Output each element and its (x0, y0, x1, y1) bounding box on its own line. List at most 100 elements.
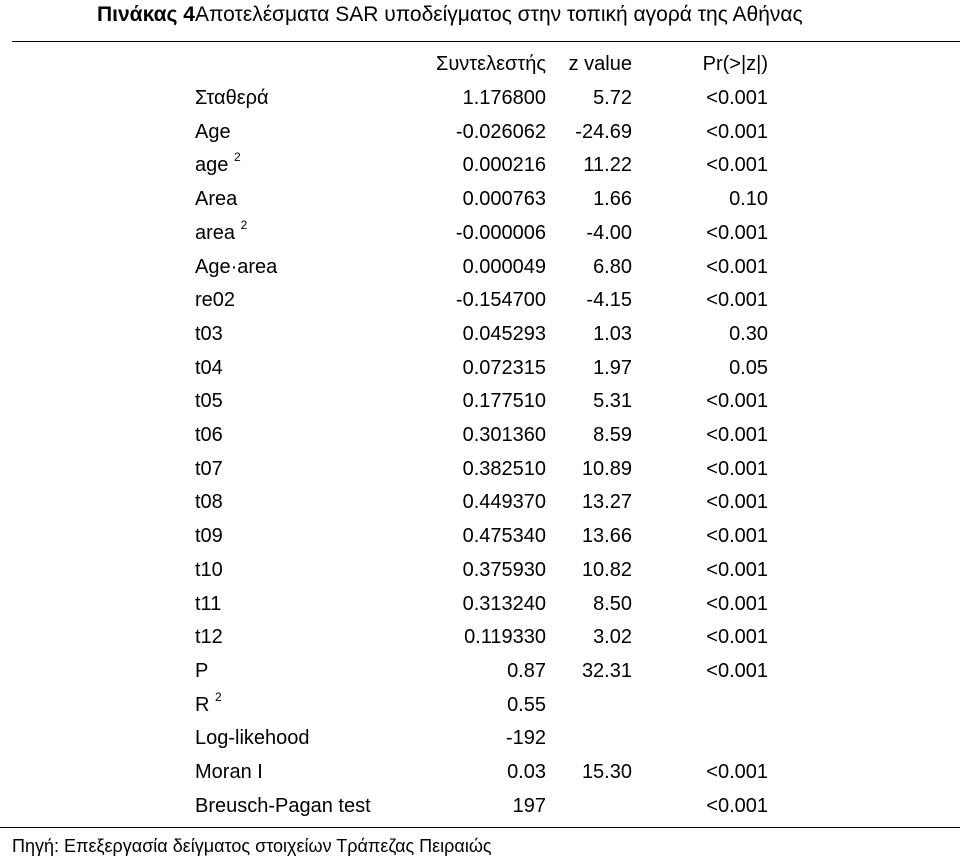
row-label: t04 (195, 351, 223, 385)
coefficient-cell: 0.475340 (462, 525, 546, 548)
header-z-value: z value (568, 53, 632, 75)
table-row: Area 0.000763 1.66 0.10 (0, 182, 960, 216)
row-label: Age·area (195, 250, 277, 284)
coefficient-cell: 0.87 (507, 659, 546, 682)
coefficient-cell: -0.026062 (455, 120, 546, 143)
z-value-cell: 11.22 (583, 154, 632, 177)
table-row: P 0.87 32.31 <0.001 (0, 654, 960, 688)
table-row: Σταθερά 1.176800 5.72 <0.001 (0, 81, 960, 115)
row-label-text: t08 (195, 491, 223, 514)
z-value-cell: -4.00 (586, 221, 632, 244)
table-number: Πινάκας 4 (97, 3, 195, 26)
coefficient-cell: 0.045293 (462, 322, 546, 345)
row-label-text: P (195, 659, 209, 682)
coefficient-cell: 0.119330 (464, 626, 546, 649)
row-label: age 2 (195, 148, 241, 182)
p-value-cell: <0.001 (706, 289, 768, 312)
row-label-text: age (195, 154, 229, 177)
row-label-text: area (195, 221, 236, 244)
p-value-cell: <0.001 (706, 390, 768, 413)
p-value-cell: <0.001 (706, 525, 768, 548)
row-label: t12 (195, 620, 223, 654)
z-value-cell: 8.50 (593, 592, 632, 615)
p-value-cell: <0.001 (706, 761, 768, 783)
row-label-text: Area (195, 188, 238, 211)
table-row: t04 0.072315 1.97 0.05 (0, 351, 960, 385)
coefficient-cell: 0.000049 (462, 255, 546, 278)
bottom-rule (0, 827, 960, 828)
z-value-cell: -24.69 (575, 120, 632, 143)
row-label: t09 (195, 519, 223, 553)
table-row: t11 0.313240 8.50 <0.001 (0, 587, 960, 621)
p-value-cell: <0.001 (706, 120, 768, 143)
table-row: t08 0.449370 13.27 <0.001 (0, 485, 960, 519)
coefficient-cell: 0.313240 (462, 592, 546, 615)
coefficient-cell: 0.449370 (462, 491, 546, 514)
row-label: P (195, 654, 208, 688)
coefficient-cell: -192 (505, 727, 546, 750)
z-value-cell: 5.72 (593, 87, 632, 109)
row-label: t05 (195, 384, 223, 418)
table-row: R 2 0.55 (0, 688, 960, 722)
z-value-cell: 32.31 (581, 659, 632, 682)
p-value-cell: <0.001 (706, 424, 768, 446)
z-value-cell: 13.27 (581, 491, 632, 514)
table-row: Log-likehood -192 (0, 721, 960, 755)
coefficient-cell: 0.072315 (462, 356, 546, 379)
row-label-text: t12 (195, 626, 223, 649)
row-label: Breusch-Pagan test (195, 789, 371, 823)
p-value-cell: <0.001 (706, 794, 768, 817)
p-value-cell: <0.001 (706, 255, 768, 278)
coefficient-cell: 0.382510 (462, 457, 546, 480)
coefficient-cell: 0.375930 (462, 558, 546, 581)
row-label: Age (195, 115, 231, 149)
coefficient-cell: 0.000763 (462, 188, 546, 211)
table-row: area 2 -0.000006 -4.00 <0.001 (0, 216, 960, 250)
table-row: t06 0.301360 8.59 <0.001 (0, 418, 960, 452)
table-row: Age·area 0.000049 6.80 <0.001 (0, 250, 960, 284)
row-label: R 2 (195, 688, 222, 722)
row-label-text: Log-likehood (195, 727, 310, 750)
row-label: t07 (195, 452, 223, 486)
table-row: t03 0.045293 1.03 0.30 (0, 317, 960, 351)
z-value-cell: 10.82 (581, 558, 632, 581)
coefficient-cell: 0.177510 (462, 390, 546, 413)
row-label: Area (195, 182, 237, 216)
row-label-text: t06 (195, 424, 223, 446)
p-value-cell: <0.001 (706, 154, 768, 177)
row-label-text: t10 (195, 558, 223, 581)
header-coef: Συντελεστής (435, 53, 546, 75)
source-note: Πηγή: Επεξεργασία δείγματος στοιχείων Τρ… (12, 836, 492, 856)
z-value-cell: 3.02 (593, 626, 632, 649)
row-label-text: t07 (195, 457, 223, 480)
p-value-cell: <0.001 (706, 659, 768, 682)
coefficient-cell: 0.03 (507, 761, 546, 783)
table-row: t09 0.475340 13.66 <0.001 (0, 519, 960, 553)
row-label-text: Breusch-Pagan test (195, 794, 371, 817)
p-value-cell: <0.001 (706, 87, 768, 109)
table-row: t07 0.382510 10.89 <0.001 (0, 452, 960, 486)
p-value-cell: <0.001 (706, 221, 768, 244)
table-caption: Αποτελέσματα SAR υποδείγματος στην τοπικ… (194, 3, 803, 26)
row-label-text: Moran I (195, 761, 263, 783)
table-row: t12 0.119330 3.02 <0.001 (0, 620, 960, 654)
header-row: Συντελεστής z value Pr(>|z|) (0, 47, 960, 81)
row-label: t06 (195, 418, 223, 452)
row-label-text: t04 (195, 356, 223, 379)
row-label-text: t05 (195, 390, 223, 413)
p-value-cell: <0.001 (706, 491, 768, 514)
z-value-cell: 5.31 (593, 390, 632, 413)
row-label: t11 (195, 587, 221, 621)
row-label: Moran I (195, 755, 263, 789)
row-label: t10 (195, 553, 223, 587)
table-title: Πινάκας 4Αποτελέσματα SAR υποδείγματος σ… (97, 3, 803, 27)
z-value-cell: 1.66 (593, 188, 632, 211)
row-label-text: re02 (195, 289, 236, 312)
p-value-cell: <0.001 (706, 592, 768, 615)
top-rule (12, 41, 960, 42)
table-row: re02 -0.154700 -4.15 <0.001 (0, 283, 960, 317)
coefficient-cell: 1.176800 (462, 87, 546, 109)
table-row: Breusch-Pagan test 197 <0.001 (0, 789, 960, 823)
p-value-cell: 0.05 (729, 356, 768, 379)
row-label: Log-likehood (195, 721, 310, 755)
